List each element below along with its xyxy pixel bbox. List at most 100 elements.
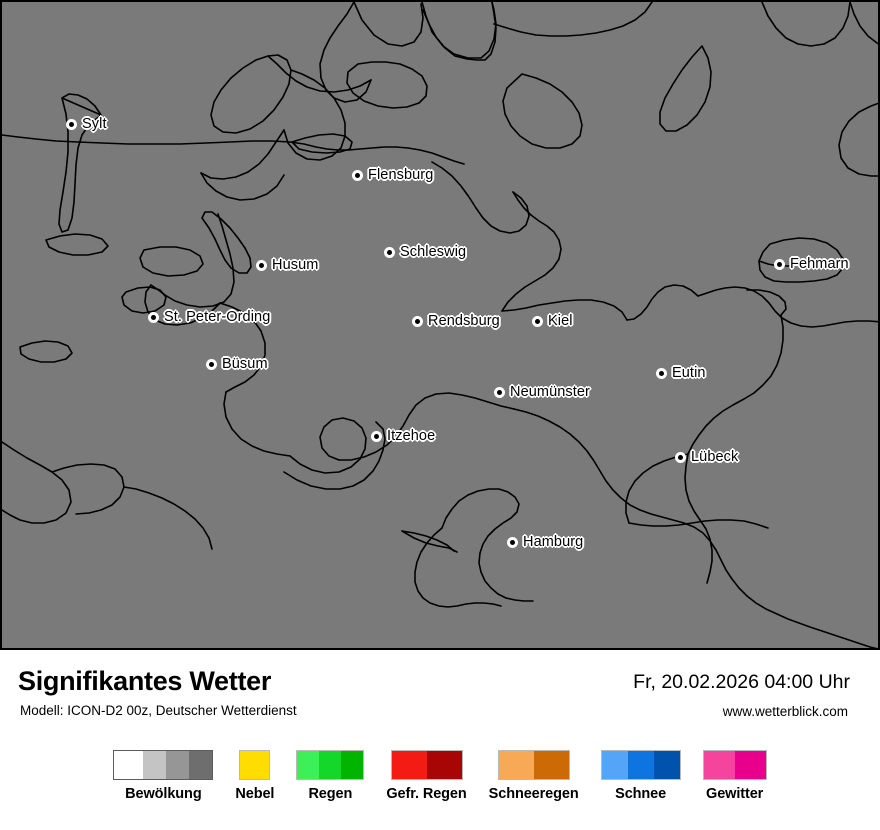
legend-item-schnee[interactable]: Schnee (600, 750, 681, 802)
legend-item-gewitter[interactable]: Gewitter (702, 750, 767, 802)
coast-buesum-bay (219, 302, 266, 393)
footer: Signifikantes Wetter Modell: ICON-D2 00z… (0, 650, 880, 830)
swatch-segment (533, 751, 569, 779)
legend-label: Schnee (615, 786, 667, 802)
city-dot-icon (256, 259, 267, 271)
city-marker-eutin[interactable]: Eutin (656, 365, 706, 381)
city-dot-icon (352, 169, 363, 181)
city-label: Rendsburg (428, 313, 500, 329)
city-label: Hamburg (523, 534, 584, 550)
legend-swatch-gefr-regen (390, 750, 463, 780)
coastline-map (2, 2, 878, 648)
legend-label: Gewitter (706, 786, 764, 802)
legend-item-bewoelkung[interactable]: Bewölkung (113, 750, 214, 802)
river-elbe-hamburg-b (401, 530, 458, 553)
city-label: Husum (272, 257, 319, 273)
border-denmark (2, 134, 465, 165)
coast-eiderstedt-tip (144, 284, 221, 326)
coast-small-island-sw (19, 340, 73, 363)
city-marker-husum[interactable]: Husum (256, 257, 318, 273)
city-marker-itzehoe[interactable]: Itzehoe (371, 428, 435, 444)
coast-baltic-north (493, 2, 653, 37)
swatch-segment (734, 751, 766, 779)
city-dot-icon (66, 118, 77, 130)
legend-swatch-schnee (600, 750, 681, 780)
city-marker-luebeck[interactable]: Lübeck (675, 449, 738, 465)
city-dot-icon (384, 246, 395, 258)
city-label: St. Peter-Ording (164, 309, 271, 325)
coast-trave-river (684, 453, 701, 521)
city-marker-schleswig[interactable]: Schleswig (384, 244, 466, 260)
swatch-segment (426, 751, 462, 779)
coast-island-foehr (139, 246, 204, 277)
coast-small-island (291, 133, 353, 154)
legend-label: Bewölkung (125, 786, 202, 802)
swatch-segment (601, 751, 628, 779)
page-title: Signifikantes Wetter (18, 666, 272, 696)
city-label: Lübeck (691, 449, 739, 465)
coast-island-pellworm (121, 286, 167, 314)
coast-luebeck-bay-inner (625, 453, 689, 524)
coast-island-amrum (45, 233, 109, 256)
coast-lower-saxony-c (123, 486, 213, 550)
swatch-segment (166, 751, 190, 779)
city-marker-st-peter-ording[interactable]: St. Peter-Ording (148, 309, 270, 325)
city-label: Fehmarn (790, 256, 849, 272)
coast-kiel-fjord-north (431, 161, 530, 234)
city-marker-rendsburg[interactable]: Rendsburg (412, 313, 500, 329)
city-label: Büsum (222, 356, 268, 372)
coast-fehmarn (758, 237, 844, 283)
coast-elbe-north-bend (289, 417, 367, 474)
coast-north-inlet (353, 2, 424, 47)
city-dot-icon (206, 358, 217, 370)
coast-husum-bay (201, 211, 252, 274)
city-marker-kiel[interactable]: Kiel (532, 313, 573, 329)
coast-far-east-a (849, 2, 878, 45)
coast-langeland (659, 45, 712, 132)
coast-inlet-flensburg (200, 172, 285, 201)
swatch-segment (143, 751, 167, 779)
swatch-segment (653, 751, 680, 779)
model-subtitle: Modell: ICON-D2 00z, Deutscher Wetterdie… (20, 703, 297, 718)
legend-item-regen[interactable]: Regen (296, 750, 365, 802)
coast-sylt-north (61, 93, 102, 116)
border-hamburg-east (441, 488, 534, 602)
swatch-segment (627, 751, 654, 779)
city-label: Itzehoe (387, 428, 436, 444)
city-label: Kiel (548, 313, 573, 329)
forecast-datetime: Fr, 20.02.2026 04:00 Uhr (633, 671, 850, 693)
coast-fjord-peninsula (267, 55, 372, 93)
swatch-segment (703, 751, 735, 779)
coast-sylt (58, 97, 102, 233)
city-marker-buesum[interactable]: Büsum (206, 356, 268, 372)
city-marker-hamburg[interactable]: Hamburg (507, 534, 583, 550)
coast-ne-inlet (761, 2, 851, 47)
city-marker-fehmarn[interactable]: Fehmarn (774, 256, 849, 272)
city-marker-sylt[interactable]: Sylt (66, 116, 107, 132)
river-elbe-hamburg (401, 530, 455, 552)
coast-far-east-b (838, 102, 878, 177)
city-marker-neumuenster[interactable]: Neumünster (494, 384, 590, 400)
city-marker-flensburg[interactable]: Flensburg (352, 167, 433, 183)
coast-west-upper (319, 2, 372, 103)
legend-item-nebel[interactable]: Nebel (235, 750, 274, 802)
legend-swatch-nebel (239, 750, 271, 780)
city-label: Schleswig (400, 244, 467, 260)
coast-lower-saxony-b (51, 463, 125, 515)
legend-item-schneeregen[interactable]: Schneeregen (489, 750, 579, 802)
legend-label: Gefr. Regen (386, 786, 467, 802)
coast-kiel-bay (501, 299, 628, 321)
coast-elbe-south (283, 421, 386, 490)
coast-kiel-fjord-inner (501, 191, 562, 312)
legend-swatch-regen (296, 750, 365, 780)
swatch-segment (189, 751, 213, 779)
city-dot-icon (494, 386, 505, 398)
city-label: Neumünster (510, 384, 590, 400)
city-label: Eutin (672, 365, 706, 381)
coast-elbe-channel (338, 392, 515, 461)
map-panel[interactable]: Sylt Flensburg Schleswig Husum Fehmarn S… (0, 0, 880, 650)
coast-luebeck-bay-north (687, 314, 784, 455)
coast-jutland-inner (422, 2, 497, 61)
legend-item-gefr-regen[interactable]: Gefr. Regen (386, 750, 467, 802)
